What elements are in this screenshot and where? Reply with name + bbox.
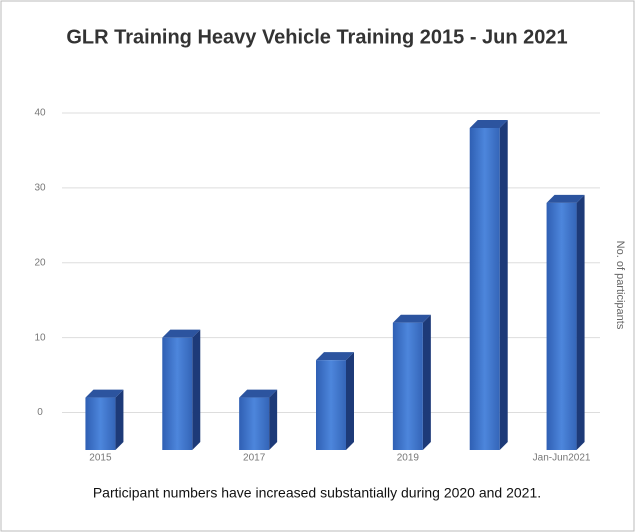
y-tick-label: 30	[34, 183, 46, 194]
bar-front	[85, 397, 116, 450]
bar	[85, 389, 124, 450]
x-tick-label: 2015	[89, 453, 112, 464]
bar-front	[162, 337, 193, 450]
y-axis-label: No. of participants	[614, 241, 626, 330]
bar	[316, 352, 354, 450]
caption: Participant numbers have increased subst…	[93, 485, 541, 501]
bar-front	[392, 322, 423, 450]
bar-top	[392, 314, 431, 323]
chart-title: GLR Training Heavy Vehicle Training 2015…	[66, 26, 567, 48]
bar-top	[546, 194, 585, 203]
bar-side	[192, 329, 201, 450]
bar-side	[576, 194, 585, 450]
bar-side	[499, 119, 508, 450]
bar-side	[269, 389, 278, 450]
bar	[239, 389, 278, 450]
bar-side	[115, 389, 124, 450]
x-tick-label: 2017	[243, 453, 266, 464]
bar-front	[239, 397, 270, 450]
bar	[162, 329, 201, 450]
y-tick-label: 0	[37, 407, 43, 418]
bar-top	[316, 352, 354, 361]
bar-top	[469, 119, 508, 128]
bar-front	[469, 127, 500, 450]
x-tick-label: 2019	[397, 453, 420, 464]
y-tick-label: 40	[34, 108, 46, 119]
y-tick-label: 20	[34, 257, 46, 268]
bar-front	[316, 360, 346, 450]
bar-top	[85, 389, 124, 398]
bar	[392, 314, 431, 450]
bar-top	[239, 389, 278, 398]
bar	[469, 119, 508, 450]
bar-side	[422, 314, 431, 450]
x-tick-label: Jan-Jun2021	[533, 453, 591, 464]
bar-front	[546, 202, 577, 450]
bar-side	[346, 352, 354, 450]
bar	[546, 194, 585, 450]
y-tick-label: 10	[34, 332, 46, 343]
bar-top	[162, 329, 201, 338]
